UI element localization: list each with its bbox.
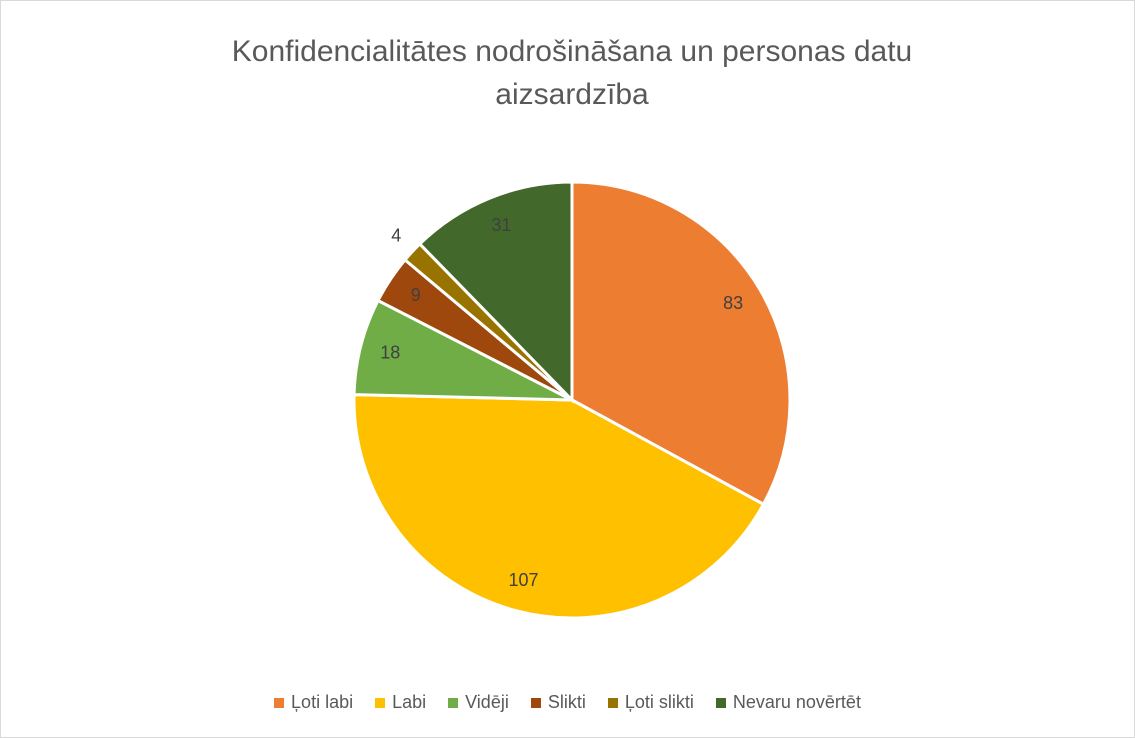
legend-item: Labi [375, 692, 426, 713]
chart-title: Konfidencialitātes nodrošināšana un pers… [231, 35, 913, 111]
legend-swatch [530, 697, 541, 708]
data-label: 107 [508, 570, 538, 590]
data-label: 83 [723, 293, 743, 313]
legend-label: Ļoti labi [291, 692, 354, 712]
data-label: 18 [380, 342, 400, 362]
legend-label: Slikti [547, 692, 586, 712]
legend-item: Slikti [530, 692, 586, 713]
legend-item: Ļoti slikti [607, 692, 694, 713]
legend-item: Nevaru novērtēt [715, 692, 861, 713]
legend-swatch [274, 697, 285, 708]
data-label: 4 [391, 226, 401, 246]
legend-label: Nevaru novērtēt [732, 692, 861, 712]
data-label: 31 [491, 215, 511, 235]
legend-item: Ļoti labi [274, 692, 353, 713]
legend-swatch [375, 697, 386, 708]
pie-slice [417, 180, 574, 404]
legend-swatch [448, 697, 459, 708]
legend-label: Vidēji [465, 692, 509, 712]
legend: Ļoti labi Labi Vidēji Slikti Ļoti slikti Neva… [0, 692, 1135, 713]
pie-slice [570, 180, 792, 507]
legend-label: Ļoti slikti [624, 692, 694, 712]
legend-item: Vidēji [448, 692, 509, 713]
pie-slice [352, 393, 766, 620]
legend-swatch [715, 697, 726, 708]
data-label: 9 [411, 285, 421, 305]
legend-swatch [607, 697, 618, 708]
legend-label: Labi [392, 692, 427, 712]
